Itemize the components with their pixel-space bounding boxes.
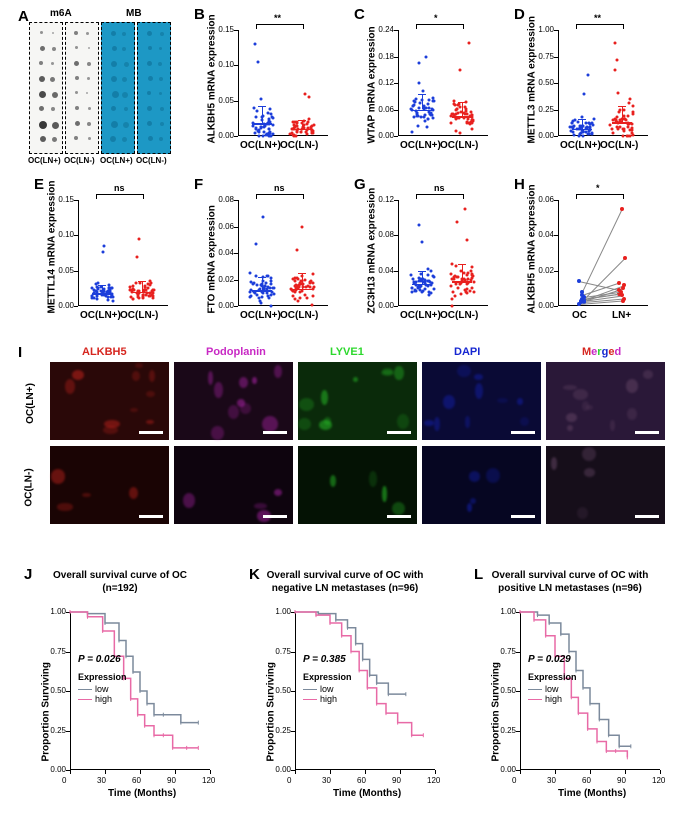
figure-root: Am6AMBOC(LN+)OC(LN-)OC(LN+)OC(LN-)B0.000… [0, 0, 683, 834]
microscopy-row [50, 446, 665, 524]
panel-k-km: Overall survival curve of OC withnegativ… [255, 570, 450, 800]
panel-j-km: Overall survival curve of OC(n=192)0.000… [30, 570, 225, 800]
panel-f-chart: 0.000.020.040.060.08FTO mRNA expressionO… [200, 180, 340, 330]
panel-e-chart: 0.000.050.100.15METTL14 mRNA expressionO… [40, 180, 180, 330]
panel-d-chart: 0.000.250.500.751.00METTL3 mRNA expressi… [520, 10, 660, 160]
panel-l-km: Overall survival curve of OC withpositiv… [480, 570, 675, 800]
microscopy-row [50, 362, 665, 440]
panel-g-chart: 0.000.040.080.12ZC3H13 mRNA expressionOC… [360, 180, 500, 330]
panel-a-blot: m6AMBOC(LN+)OC(LN-)OC(LN+)OC(LN-) [28, 22, 172, 154]
panel-c-chart: 0.000.060.120.180.24WTAP mRNA expression… [360, 10, 500, 160]
panel-b-chart: 0.000.050.100.15ALKBH5 mRNA expressionOC… [200, 10, 340, 160]
panel-h-chart: 0.000.020.040.06ALKBH5 mRNA expressionOC… [520, 180, 660, 330]
